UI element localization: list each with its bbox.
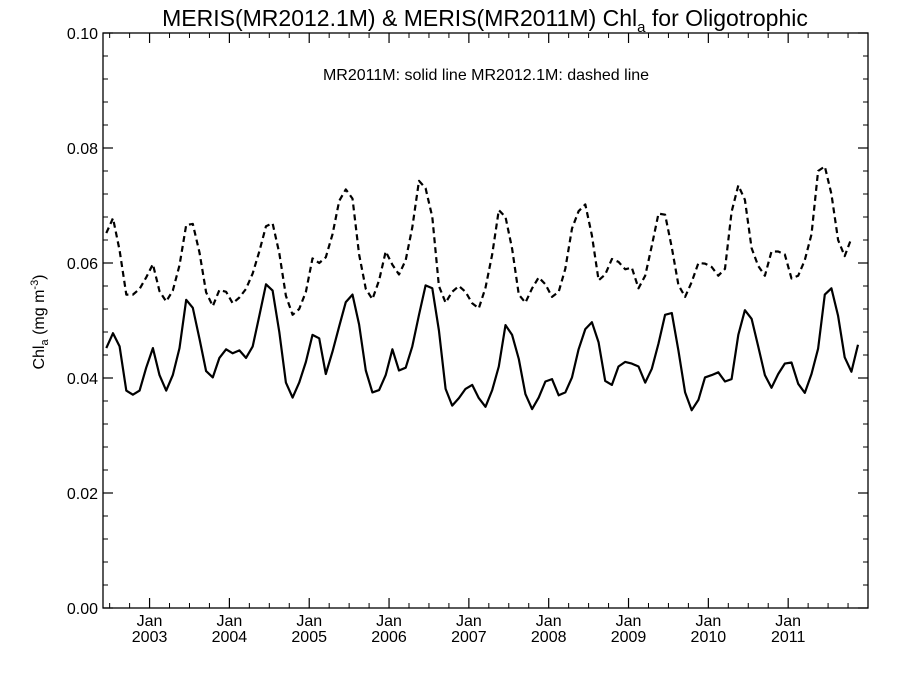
plot-frame [102, 32, 869, 609]
y-tick-label: 0.06 [67, 256, 98, 273]
x-tick-month-label: Jan [695, 613, 721, 630]
x-tick-year-label: 2011 [771, 629, 806, 646]
y-tick-label: 0.02 [67, 486, 98, 503]
x-tick-year-label: 2006 [371, 629, 407, 646]
y-tick-label: 0.10 [67, 26, 98, 43]
x-tick-year-label: 2003 [132, 629, 168, 646]
y-tick-label: 0.08 [67, 141, 98, 158]
x-tick-year-label: 2009 [611, 629, 647, 646]
x-tick-year-label: 2010 [691, 629, 727, 646]
series-line-mr2012-1m [105, 165, 853, 316]
series-layer [105, 165, 860, 412]
x-tick-month-label: Jan [137, 613, 163, 630]
x-tick-month-label: Jan [216, 613, 242, 630]
x-tick-month-label: Jan [775, 613, 801, 630]
y-tick-label: 0.00 [67, 601, 98, 618]
x-tick-year-label: 2004 [212, 629, 248, 646]
x-tick-month-label: Jan [456, 613, 482, 630]
y-axis: 0.00 0.02 0.04 0.06 0.08 0.10 [67, 26, 868, 618]
series-line-mr2011m [105, 283, 860, 412]
x-axis: Jan2003Jan2004Jan2005Jan2006Jan2007Jan20… [109, 33, 849, 646]
legend-annotation: MR2011M: solid line MR2012.1M: dashed li… [323, 67, 649, 84]
x-tick-month-label: Jan [296, 613, 322, 630]
y-tick-label: 0.04 [67, 371, 98, 388]
x-tick-year-label: 2007 [451, 629, 487, 646]
y-axis-label: Chla (mg m-3) [29, 274, 51, 369]
chart-title: MERIS(MR2012.1M) & MERIS(MR2011M) Chla f… [162, 5, 808, 36]
x-tick-year-label: 2008 [531, 629, 567, 646]
x-tick-month-label: Jan [376, 613, 402, 630]
x-tick-month-label: Jan [616, 613, 642, 630]
x-tick-month-label: Jan [536, 613, 562, 630]
x-tick-year-label: 2005 [291, 629, 327, 646]
